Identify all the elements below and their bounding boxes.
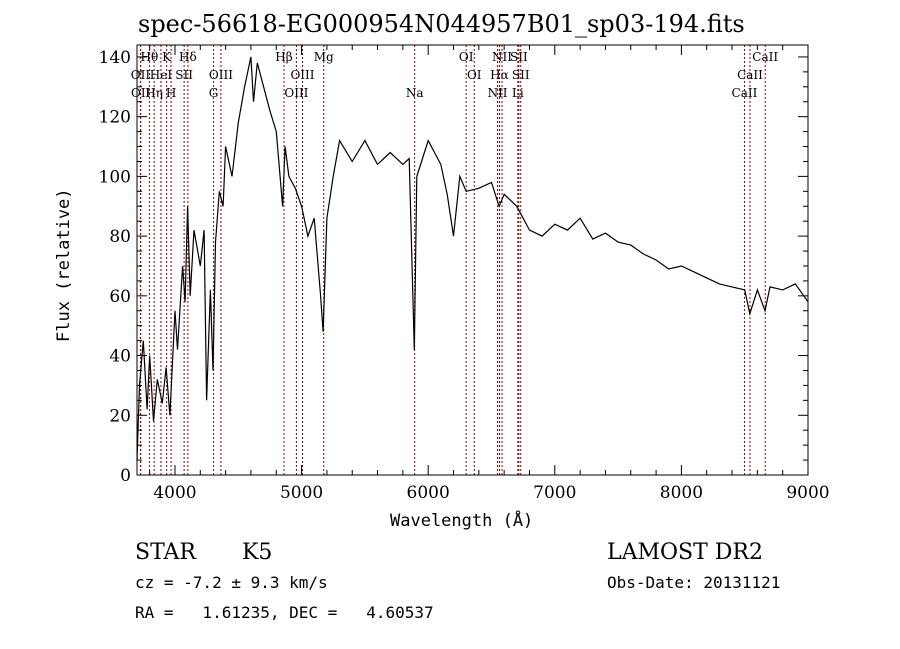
x-tick-label: 8000 — [660, 483, 703, 503]
y-tick-label: 80 — [109, 227, 131, 247]
y-tick-label: 100 — [99, 167, 131, 187]
redshift-cz: cz = -7.2 ± 9.3 km/s — [135, 573, 328, 592]
spectral-line-label: Li — [512, 86, 524, 100]
obs-date: Obs-Date: 20131121 — [607, 573, 781, 592]
spectral-line-label: H — [166, 86, 176, 100]
x-tick-label: 4000 — [153, 483, 196, 503]
spectral-line-label: OIII — [209, 68, 233, 82]
spectral-line-label: HeI — [150, 68, 173, 82]
spectral-line-label: SII — [510, 50, 528, 64]
spectral-line-label: OIII — [284, 86, 308, 100]
chart-title: spec-56618-EG000954N044957B01_sp03-194.f… — [138, 10, 745, 38]
spectral-line-label: CaII — [732, 86, 758, 100]
y-axis-label: Flux (relative) — [54, 188, 74, 342]
spectral-line-label: OI — [467, 68, 482, 82]
spectral-line-label: Hδ — [179, 50, 197, 64]
spectral-line-label: NII — [492, 50, 512, 64]
spectral-line-label: Hβ — [275, 50, 292, 64]
survey-name: LAMOST DR2 — [607, 540, 763, 565]
spectral-line-label: OI — [459, 50, 474, 64]
spectrum-line — [136, 56, 809, 461]
y-tick-label: 60 — [109, 287, 131, 307]
y-tick-label: 120 — [99, 108, 131, 128]
y-tick-label: 40 — [109, 347, 131, 367]
spectral-line-label: OII — [131, 86, 151, 100]
spectral-line-label: SII — [512, 68, 530, 82]
spectral-line-label: Mg — [314, 50, 334, 64]
spectral-line-label: Na — [406, 86, 424, 100]
spectral-line-label: SII — [175, 68, 193, 82]
x-tick-label: 6000 — [407, 483, 450, 503]
object-subclass: K5 — [242, 540, 273, 565]
y-tick-label: 0 — [120, 466, 131, 486]
object-class: STAR — [135, 540, 196, 565]
spectral-line-label: NII — [488, 86, 508, 100]
spectral-line-label: G — [209, 86, 219, 100]
x-axis-label: Wavelength (Å) — [390, 511, 534, 531]
spectral-line-label: OIII — [290, 68, 314, 82]
x-tick-label: 9000 — [786, 483, 829, 503]
spectral-line-label: CaII — [752, 50, 778, 64]
spectral-line-label: K — [162, 50, 172, 64]
x-tick-label: 5000 — [280, 483, 323, 503]
coordinates: RA = 1.61235, DEC = 4.60537 — [135, 603, 434, 622]
y-tick-label: 140 — [99, 48, 131, 68]
spectral-line-label: CaII — [737, 68, 763, 82]
spectral-line-label: Hη — [145, 86, 163, 100]
x-tick-label: 7000 — [533, 483, 576, 503]
spectral-line-label: Hα — [490, 68, 509, 82]
y-tick-label: 20 — [109, 406, 131, 426]
plot-frame — [136, 44, 809, 476]
